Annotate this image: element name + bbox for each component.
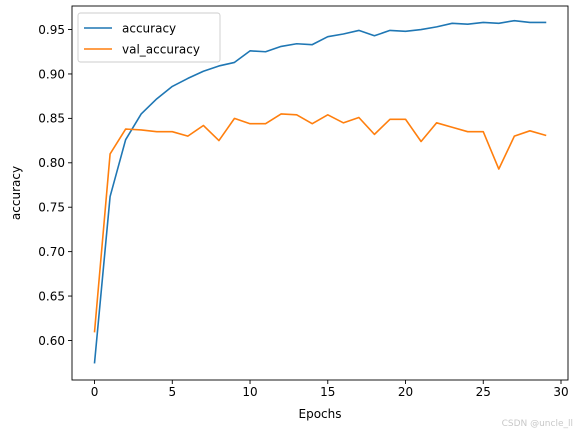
legend-label-accuracy: accuracy	[122, 21, 176, 35]
y-tick-label: 0.90	[38, 67, 65, 81]
x-tick-label: 15	[320, 385, 335, 399]
axes: 0 5 10 15 20 25 30 0.60 0.65 0.70 0.75 0.80 0.85 0.90…	[9, 5, 569, 421]
axes-frame	[71, 5, 569, 381]
legend-label-val-accuracy: val_accuracy	[122, 42, 200, 56]
x-tick-label: 30	[553, 385, 568, 399]
legend: accuracy val_accuracy	[77, 12, 221, 63]
y-tick-label: 0.95	[38, 23, 65, 37]
watermark: CSDN @uncle_ll	[501, 419, 573, 429]
x-axis-label: Epochs	[299, 407, 342, 421]
y-tick-label: 0.75	[38, 201, 65, 215]
y-axis-label: accuracy	[9, 166, 23, 220]
y-tick-label: 0.70	[38, 245, 65, 259]
series-line-accuracy	[93, 19, 547, 364]
legend-box	[77, 12, 221, 63]
y-tick-label: 0.80	[38, 156, 65, 170]
plot-area	[93, 19, 547, 364]
x-tick-label: 5	[168, 385, 176, 399]
x-tick-label: 20	[398, 385, 413, 399]
y-tick-label: 0.85	[38, 112, 65, 126]
y-tick-label: 0.60	[38, 334, 65, 348]
series-line-val-accuracy	[93, 113, 547, 333]
y-tick-label: 0.65	[38, 289, 65, 303]
x-tick-label: 10	[242, 385, 257, 399]
x-tick-label: 0	[91, 385, 99, 399]
x-tick-label: 25	[476, 385, 491, 399]
